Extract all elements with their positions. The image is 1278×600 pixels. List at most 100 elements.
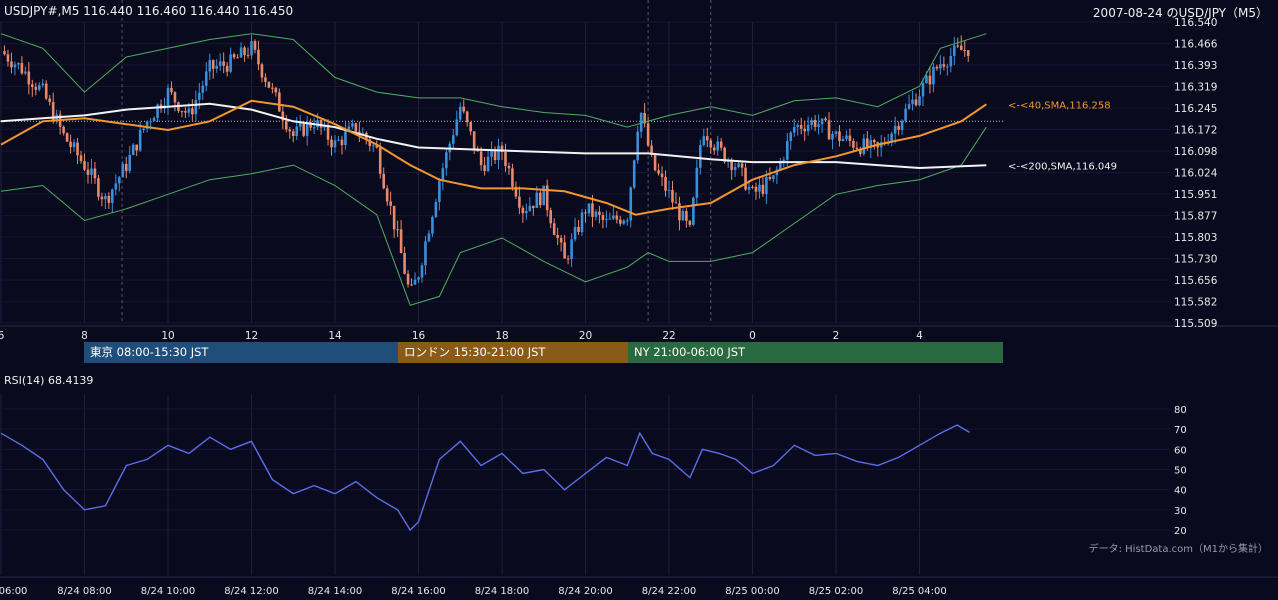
candle-up xyxy=(441,168,445,182)
price-x-tick: 16 xyxy=(412,330,426,342)
candle-up xyxy=(622,220,626,224)
candle-down xyxy=(664,177,667,191)
candle-down xyxy=(34,87,38,90)
candle-up xyxy=(737,163,740,167)
candle-up xyxy=(629,187,633,221)
rsi-x-tick: 8/25 04:00 xyxy=(892,586,946,597)
price-x-tick: 10 xyxy=(161,330,174,342)
candle-up xyxy=(900,120,904,130)
candle-up xyxy=(166,87,170,106)
candle-up xyxy=(820,118,824,125)
price-axis-tick: 115.509 xyxy=(1174,318,1217,330)
candle-up xyxy=(667,189,671,191)
candle-down xyxy=(963,50,967,52)
candle-down xyxy=(97,178,100,197)
candle-up xyxy=(893,125,897,134)
candle-down xyxy=(584,212,587,214)
candle-up xyxy=(17,63,20,65)
candle-down xyxy=(184,111,187,113)
candle-up xyxy=(371,145,375,147)
rsi-series xyxy=(0,424,970,532)
rsi-x-tick: 06:00 xyxy=(0,586,27,597)
price-axis-tick: 115.730 xyxy=(1174,253,1217,265)
candle-up xyxy=(344,131,347,146)
candle-up xyxy=(121,163,125,178)
candle-up xyxy=(862,138,866,154)
candle-down xyxy=(577,226,580,233)
candle-down xyxy=(813,120,817,128)
candle-down xyxy=(754,186,758,192)
candle-down xyxy=(319,120,323,128)
candle-up xyxy=(939,64,942,69)
rsi-x-tick: 8/24 22:00 xyxy=(642,586,696,597)
candle-down xyxy=(521,207,525,214)
price-axis-tick: 116.540 xyxy=(1174,17,1217,29)
candle-up xyxy=(772,175,775,179)
candle-up xyxy=(952,45,956,56)
rsi-label: RSI(14) 68.4139 xyxy=(4,374,94,387)
candle-up xyxy=(337,139,340,141)
candle-up xyxy=(692,197,695,225)
rsi-axis-tick: 80 xyxy=(1174,405,1187,416)
rsi-x-tick: 8/24 16:00 xyxy=(391,586,445,597)
candle-up xyxy=(632,160,636,188)
price-x-tick: 12 xyxy=(245,330,258,342)
candle-up xyxy=(831,133,834,140)
price-x-tick: 20 xyxy=(579,330,592,342)
candle-up xyxy=(782,159,786,161)
candle-down xyxy=(309,122,312,128)
candle-down xyxy=(354,123,358,132)
candle-down xyxy=(358,131,361,134)
candle-down xyxy=(44,83,48,99)
candle-down xyxy=(740,163,744,168)
candle-down xyxy=(100,196,104,200)
candle-up xyxy=(431,217,434,234)
candle-down xyxy=(284,120,288,130)
candle-up xyxy=(946,66,949,68)
candle-up xyxy=(128,154,132,172)
candle-up xyxy=(445,152,448,169)
candle-up xyxy=(142,128,145,131)
candle-down xyxy=(288,129,292,132)
candle-down xyxy=(646,123,650,146)
candle-up xyxy=(458,106,462,120)
candle-down xyxy=(469,122,472,132)
candle-down xyxy=(685,211,688,221)
candle-down xyxy=(859,148,862,154)
candle-up xyxy=(890,133,893,143)
candle-down xyxy=(264,77,267,82)
candle-down xyxy=(618,219,622,224)
candle-down xyxy=(730,160,733,171)
candle-up xyxy=(427,233,431,242)
candle-up xyxy=(911,99,914,105)
candle-up xyxy=(413,279,417,285)
candle-down xyxy=(69,141,72,148)
candle-down xyxy=(643,112,646,124)
candle-down xyxy=(410,284,413,286)
rsi-x-tick: 8/24 10:00 xyxy=(141,586,195,597)
candle-down xyxy=(966,50,970,57)
candle-up xyxy=(681,211,685,221)
candle-down xyxy=(271,87,274,89)
price-x-tick: 2 xyxy=(833,330,840,342)
candle-down xyxy=(79,155,83,162)
candle-up xyxy=(806,124,810,132)
candle-up xyxy=(156,104,159,118)
candle-down xyxy=(855,147,859,149)
candle-down xyxy=(253,41,257,50)
candle-down xyxy=(267,81,271,88)
candle-down xyxy=(914,99,918,106)
price-axis-tick: 116.466 xyxy=(1174,39,1218,51)
candle-down xyxy=(824,118,827,121)
candle-up xyxy=(580,212,584,233)
candle-up xyxy=(420,265,424,278)
price-axis-tick: 115.877 xyxy=(1174,211,1217,223)
candle-up xyxy=(918,96,921,106)
candle-down xyxy=(838,131,841,142)
candle-down xyxy=(761,184,765,194)
candle-down xyxy=(601,215,605,220)
chart-title: 2007-08-24 のUSD/JPY（M5） xyxy=(1092,6,1268,20)
candle-down xyxy=(6,54,10,62)
candle-down xyxy=(246,55,250,57)
candle-down xyxy=(705,136,709,141)
